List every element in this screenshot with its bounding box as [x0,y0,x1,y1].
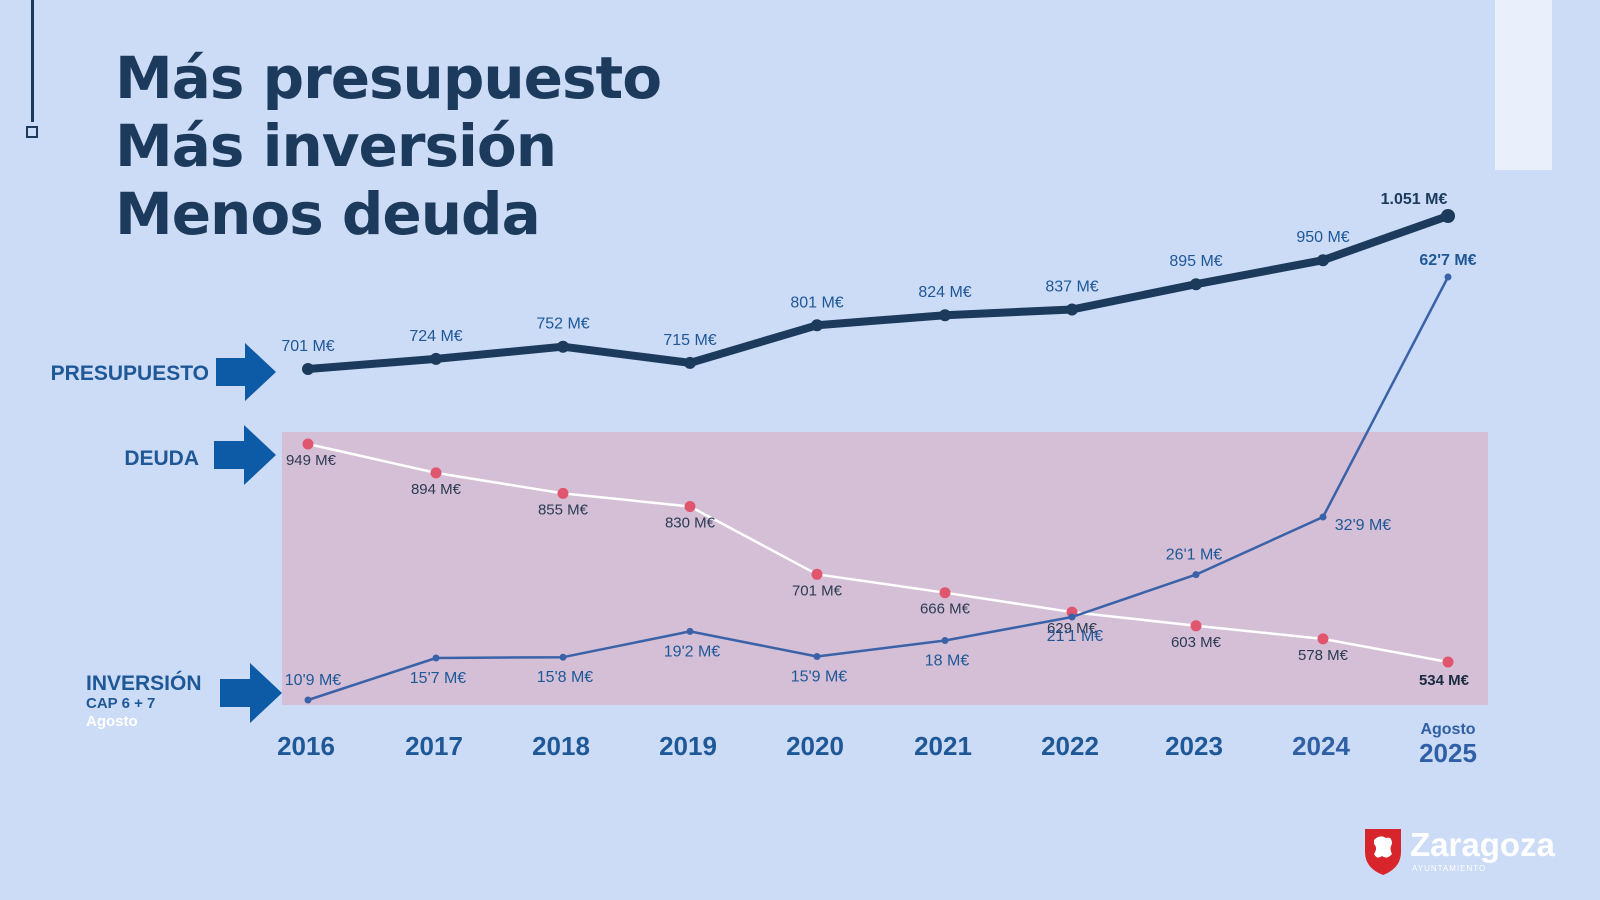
series-labels: PRESUPUESTO DEUDA INVERSIÓN CAP 6 + 7 Ag… [51,343,282,730]
deuda-point-2017 [430,467,442,479]
inversion-label: INVERSIÓN [86,671,202,695]
inversion-label-2022: 21'1 M€ [1047,628,1104,645]
x-tick-2020: 2020 [786,731,844,761]
presupuesto-label: PRESUPUESTO [51,362,209,385]
x-tick-2025: 2025 [1419,738,1477,768]
presupuesto-point-2024 [1317,254,1329,267]
inversion-arrow [220,663,282,723]
inversion-label-2021: 18 M€ [925,653,970,670]
headline: Más presupuesto Más inversión Menos deud… [115,44,662,248]
x-tick-2022: 2022 [1041,731,1099,761]
deuda-label-2025: 534 M€ [1419,672,1470,689]
deuda-point-2016 [302,438,314,450]
logo-subtitle: AYUNTAMIENTO [1412,864,1487,873]
presupuesto-point-2018 [557,340,569,353]
inversion-label-2025: 62'7 M€ [1419,252,1476,269]
inversion-sublabel-agosto: Agosto [86,713,138,730]
decorative-vertical-line [31,0,34,122]
x-tick-2023: 2023 [1165,731,1223,761]
inversion-point-2025 [1444,273,1452,281]
decorative-square [26,126,38,138]
presupuesto-label-2021: 824 M€ [918,284,971,301]
inversion-label-2023: 26'1 M€ [1166,547,1223,564]
presupuesto-label-2020: 801 M€ [790,294,843,311]
x-tick-2019: 2019 [659,731,717,761]
x-tick-2017: 2017 [405,731,463,761]
presupuesto-arrow [216,343,276,401]
presupuesto-point-2017 [430,352,442,365]
inversion-label-2020: 15'9 M€ [791,669,848,686]
inversion-point-2023 [1192,571,1200,579]
x-tick-2018: 2018 [532,731,590,761]
inversion-line [306,275,1450,702]
deuda-label-2016: 949 M€ [286,452,337,469]
deuda-line [306,442,1450,664]
presupuesto-label-2023: 895 M€ [1169,253,1222,270]
inversion-point-2016 [304,696,312,704]
presupuesto-point-2025 [1441,209,1455,223]
lion-shield-icon [1365,829,1401,875]
deuda-label-2018: 855 M€ [538,501,589,518]
presupuesto-point-2023 [1190,278,1202,291]
deuda-label-2019: 830 M€ [665,515,716,532]
headline-line-2: Más inversión [115,112,557,180]
deuda-label-2023: 603 M€ [1171,634,1222,651]
inversion-label-2017: 15'7 M€ [410,670,467,687]
inversion-point-2020 [813,653,821,660]
presupuesto-line [304,212,1452,373]
x-tick-2021: 2021 [914,731,972,761]
inversion-label-2018: 15'8 M€ [537,669,594,686]
deuda-point-2024 [1317,633,1329,645]
deuda-band [282,432,1488,705]
presupuesto-label-2025: 1.051 M€ [1381,191,1448,208]
presupuesto-label-2018: 752 M€ [536,316,589,333]
deuda-point-2021 [939,587,951,599]
deuda-label-2020: 701 M€ [792,582,843,599]
deuda-point-2025 [1442,656,1454,668]
presupuesto-label-2017: 724 M€ [409,328,462,345]
x-tick-2024: 2024 [1292,731,1350,761]
inversion-label-2019: 19'2 M€ [664,643,721,660]
deuda-label-2022: 629 M€ [1047,620,1098,637]
presupuesto-label-2024: 950 M€ [1296,229,1349,246]
zaragoza-logo: Zaragoza AYUNTAMIENTO [1362,826,1562,878]
inversion-point-2018 [559,653,567,661]
headline-line-1: Más presupuesto [115,44,662,112]
headline-line-3: Menos deuda [115,180,541,248]
deuda-point-2023 [1190,620,1202,632]
deuda-arrow [214,425,276,485]
presupuesto-label-2019: 715 M€ [663,332,716,349]
inversion-point-2021 [941,637,949,644]
deuda-point-2019 [684,501,696,512]
inversion-point-2024 [1319,513,1327,521]
presupuesto-label-2022: 837 M€ [1045,279,1098,296]
inversion-point-2022 [1068,613,1076,621]
deuda-label-2021: 666 M€ [920,601,971,618]
presupuesto-point-2021 [939,309,951,322]
inversion-sublabel-cap: CAP 6 + 7 [86,695,155,712]
presupuesto-point-2016 [302,363,314,375]
x-tick-2016: 2016 [277,731,335,761]
x-tick-note-agosto: Agosto [1420,721,1475,738]
inversion-point-2017 [432,654,440,662]
logo-name: Zaragoza [1410,826,1555,863]
inversion-label-2016: 10'9 M€ [285,672,342,689]
inversion-point-2019 [686,627,694,635]
deuda-label-2024: 578 M€ [1298,647,1349,664]
deuda-label: DEUDA [124,447,199,470]
decorative-panel [1495,0,1552,170]
presupuesto-point-2019 [684,356,696,369]
presupuesto-point-2022 [1066,303,1078,316]
deuda-point-2018 [557,487,569,499]
presupuesto-label-2016: 701 M€ [281,338,334,355]
inversion-label-2024: 32'9 M€ [1335,517,1392,534]
deuda-point-2020 [811,568,823,580]
deuda-label-2017: 894 M€ [411,481,462,498]
presupuesto-point-2020 [811,319,823,332]
